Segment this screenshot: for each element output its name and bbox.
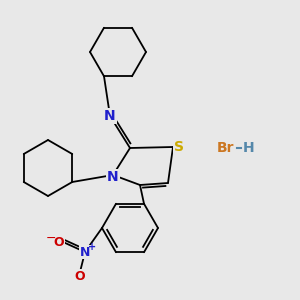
Text: O: O bbox=[54, 236, 64, 248]
Text: S: S bbox=[174, 140, 184, 154]
Text: N: N bbox=[80, 245, 90, 259]
Text: N: N bbox=[107, 170, 119, 184]
Text: O: O bbox=[75, 269, 85, 283]
Text: Br: Br bbox=[216, 141, 234, 155]
Text: +: + bbox=[88, 242, 96, 252]
Text: H: H bbox=[243, 141, 255, 155]
Text: N: N bbox=[104, 109, 116, 123]
Text: −: − bbox=[46, 232, 56, 244]
